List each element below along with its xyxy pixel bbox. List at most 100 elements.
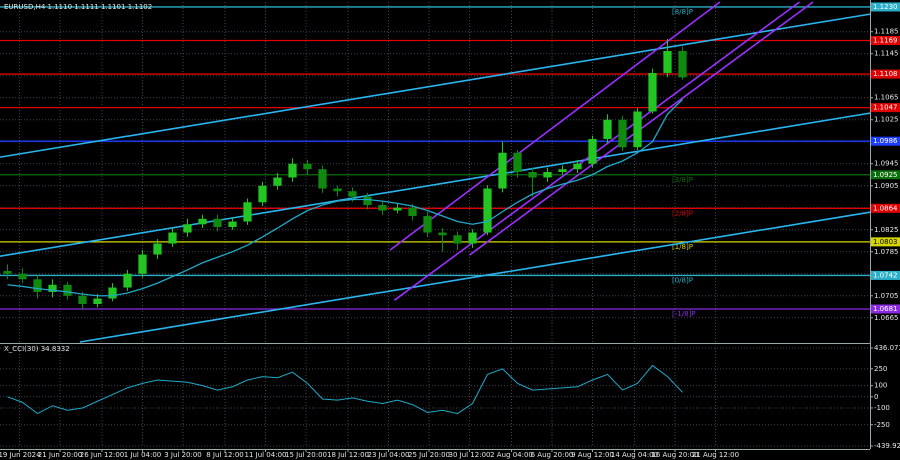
y-tick-label: -439.928 (874, 442, 900, 450)
x-tick-label: 11 Jul 04:00 (245, 451, 287, 459)
y-tick-label: 1.1185 (874, 28, 899, 36)
level-price-box (871, 69, 900, 79)
trend-line (389, 1, 721, 251)
level-tag: [8/8]P (672, 8, 693, 16)
candle-body (483, 188, 492, 233)
level-tag: [-1/8]P (672, 310, 695, 318)
level-price-box (871, 103, 900, 113)
candle-body (258, 185, 267, 203)
candle-body (168, 232, 177, 244)
x-tick-label: 21 Aug 12:00 (692, 451, 739, 459)
y-tick-label: 1.1145 (874, 50, 899, 58)
candle-body (618, 119, 627, 148)
candle-body (528, 172, 537, 178)
candle-body (183, 224, 192, 233)
candle-body (78, 295, 87, 305)
y-tick-label: 1.0945 (874, 160, 899, 168)
candle-body (558, 169, 567, 172)
x-tick-label: 14 Aug 04:00 (611, 451, 658, 459)
moving-average (7, 98, 683, 297)
level-price-label: 1.0925 (873, 171, 898, 179)
candle-body (363, 196, 372, 206)
candle-body (648, 72, 657, 112)
level-tag: [0/8]P (672, 276, 693, 284)
chart-title: EURUSD,H4 1.1110 1.1111 1.1101 1.1102 (4, 3, 152, 11)
candle-body (33, 279, 42, 292)
level-price-label: 1.1169 (873, 37, 898, 45)
level-price-box (871, 170, 900, 180)
y-tick-label: 0 (874, 393, 878, 401)
candle-body (438, 232, 447, 236)
y-tick-label: 436.0738 (874, 344, 900, 352)
level-price-label: 1.0864 (873, 204, 898, 212)
candle-body (678, 50, 687, 78)
x-tick-label: 21 Jun 20:00 (38, 451, 82, 459)
y-tick-label: 1.0705 (874, 292, 899, 300)
candle-body (123, 273, 132, 288)
y-tick-label: -100 (874, 404, 890, 412)
level-price-label: 1.0986 (873, 137, 898, 145)
y-tick-label: -250 (874, 421, 890, 429)
trend-line (79, 211, 871, 343)
x-tick-label: 23 Jul 04:00 (368, 451, 410, 459)
candle-body (108, 287, 117, 299)
candle-body (18, 273, 27, 280)
candle-body (588, 138, 597, 164)
candle-body (408, 207, 417, 217)
candle-body (3, 271, 12, 274)
x-tick-label: 3 Jul 20:00 (164, 451, 202, 459)
x-tick-label: 16 Aug 20:00 (651, 451, 698, 459)
y-tick-label: 1.1025 (874, 116, 899, 124)
level-price-box (871, 304, 900, 314)
level-price-label: 1.0803 (873, 238, 898, 246)
level-price-label: 1.1108 (873, 70, 898, 78)
level-price-box (871, 36, 900, 46)
level-price-box (871, 2, 900, 12)
level-tag: [1/8]P (672, 243, 693, 251)
candle-body (153, 243, 162, 255)
candle-body (318, 169, 327, 189)
candle-body (48, 284, 57, 292)
x-tick-label: 8 Jul 12:00 (206, 451, 244, 459)
level-price-label: 1.1047 (873, 104, 898, 112)
candle-body (138, 254, 147, 274)
x-tick-label: 6 Aug 20:00 (531, 451, 574, 459)
y-tick-label: 100 (874, 382, 887, 390)
candle-body (498, 152, 507, 189)
candle-body (273, 177, 282, 186)
candle-body (573, 163, 582, 170)
candle-body (213, 218, 222, 228)
indicator-line (7, 364, 683, 415)
y-tick-label: 1.0785 (874, 248, 899, 256)
x-tick-label: 19 Jun 2024 (0, 451, 41, 459)
x-tick-label: 1 Jul 04:00 (124, 451, 162, 459)
x-tick-label: 26 Jun 12:00 (80, 451, 124, 459)
y-tick-label: 1.0905 (874, 182, 899, 190)
candle-body (453, 235, 462, 244)
candle-body (198, 218, 207, 225)
level-price-box (871, 237, 900, 247)
x-tick-label: 9 Aug 12:00 (571, 451, 614, 459)
candle-body (603, 119, 612, 139)
candle-body (333, 188, 342, 192)
candle-body (348, 191, 357, 197)
y-tick-label: 1.0825 (874, 226, 899, 234)
candle-body (423, 216, 432, 233)
candle-body (378, 205, 387, 211)
level-price-box (871, 270, 900, 280)
level-price-box (871, 203, 900, 213)
candle-body (633, 111, 642, 148)
y-tick-label: 1.0665 (874, 314, 899, 322)
level-price-label: 1.0681 (873, 305, 898, 313)
trend-line (394, 1, 800, 301)
candle-body (243, 202, 252, 222)
candle-body (288, 163, 297, 178)
x-tick-label: 18 Jul 12:00 (327, 451, 369, 459)
candle-body (228, 221, 237, 228)
level-price-box (871, 136, 900, 146)
y-tick-label: 250 (874, 365, 887, 373)
candle-body (663, 50, 672, 73)
indicator-title: X_CCI(30) 34.8332 (4, 345, 70, 353)
